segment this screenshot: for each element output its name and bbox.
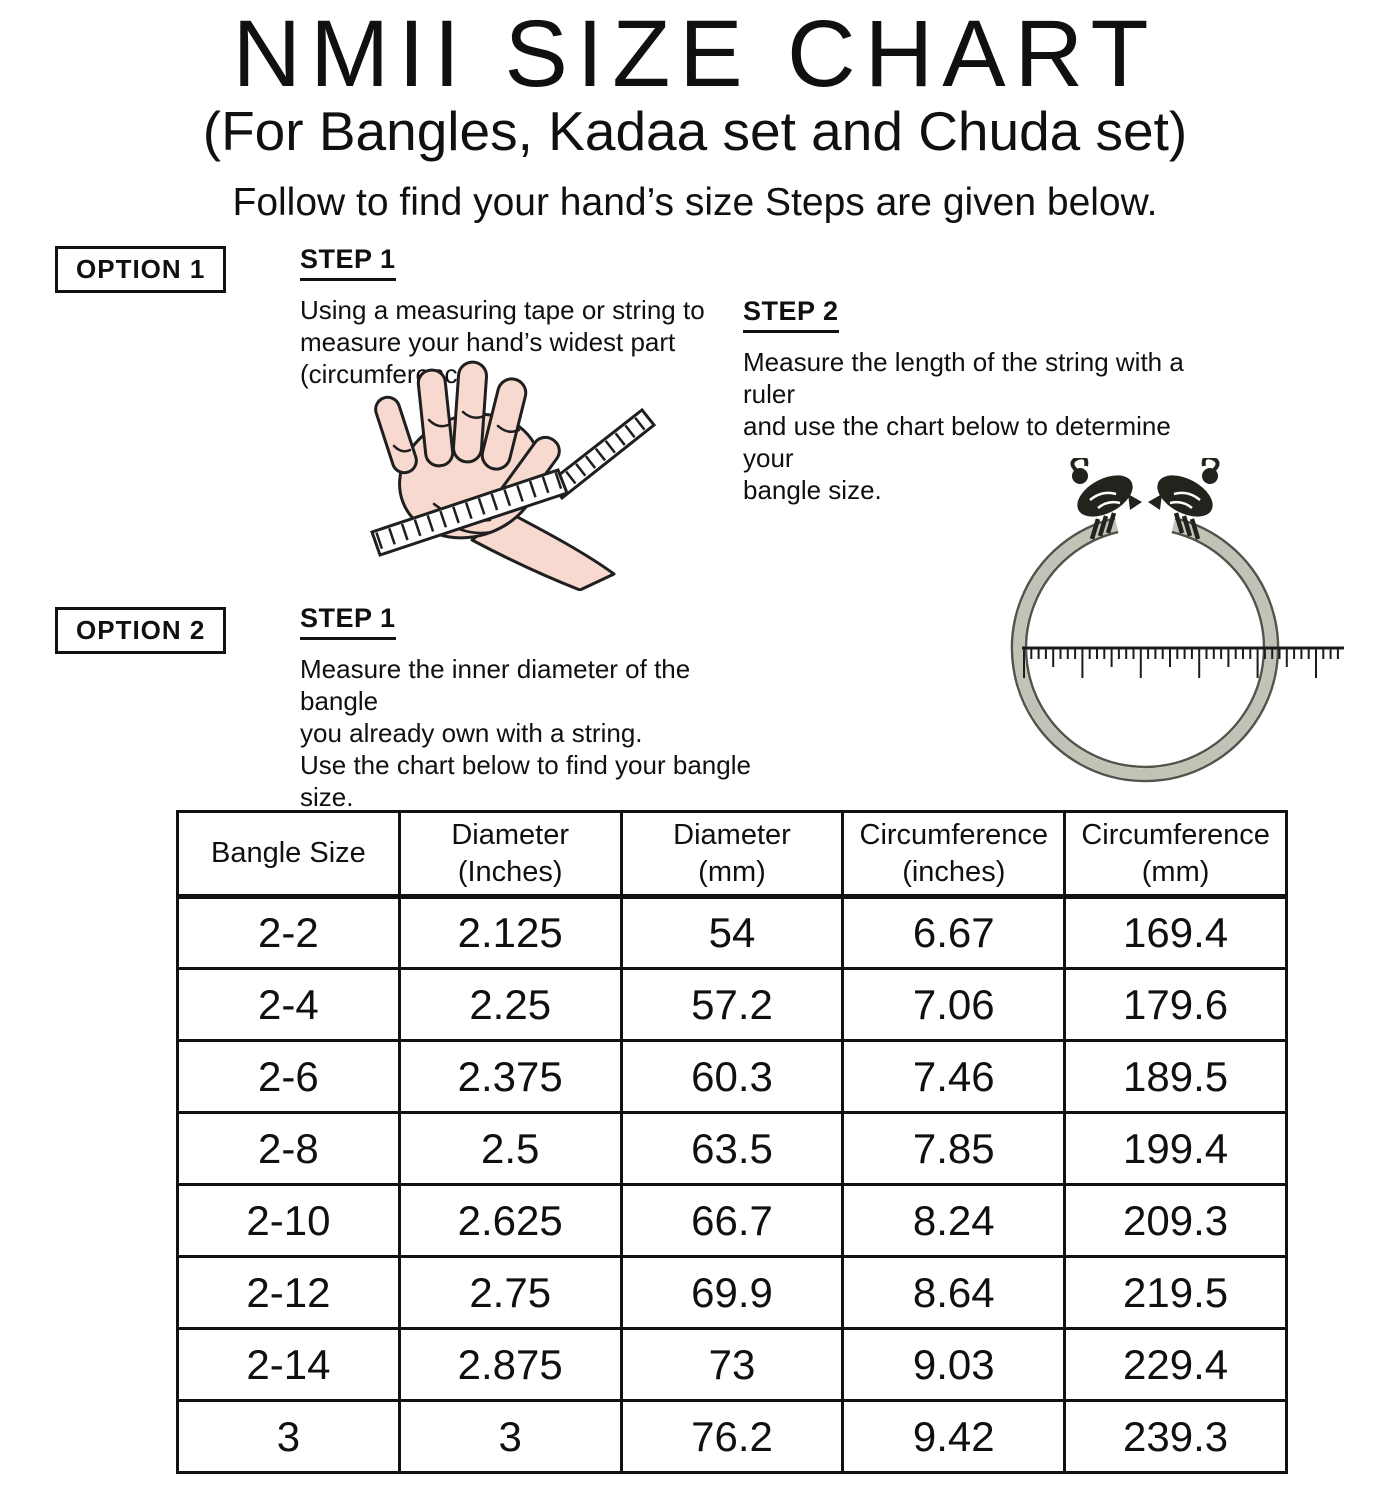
bangle-size-cell: 2-2 (176, 895, 401, 970)
table-cell: 69.9 (619, 1255, 845, 1330)
option1-label: OPTION 1 (76, 254, 206, 284)
bangle-ruler-illustration (1010, 458, 1344, 783)
table-cell: 179.6 (1063, 967, 1288, 1042)
diameter-mm-header: Diameter (mm) (619, 810, 845, 899)
option2-step1: STEP 1 Measure the inner diameter of the… (300, 603, 770, 813)
table-cell: 2.75 (397, 1255, 623, 1330)
size-table-body: 2-2 2.125 54 6.67 169.4 2-4 2.25 57.2 7.06 179.6 2… (176, 895, 1288, 1474)
table-cell: 76.2 (619, 1399, 845, 1474)
table-cell: 7.46 (841, 1039, 1067, 1114)
size-table: Bangle Size Diameter (Inches) Diameter (… (176, 810, 1288, 1474)
bangle-size-cell: 2-8 (176, 1111, 401, 1186)
table-cell: 73 (619, 1327, 845, 1402)
option1-step2: STEP 2 Measure the length of the string … (743, 296, 1223, 506)
table-cell: 229.4 (1063, 1327, 1288, 1402)
table-cell: 57.2 (619, 967, 845, 1042)
diameter-inches-header: Diameter (Inches) (397, 810, 623, 899)
measuring-tape-band (370, 468, 569, 557)
option1-step1-text: Using a measuring tape or string to meas… (300, 295, 705, 389)
table-row: 2-4 2.25 57.2 7.06 179.6 (176, 967, 1288, 1042)
table-cell: 2.25 (397, 967, 623, 1042)
table-cell: 63.5 (619, 1111, 845, 1186)
bangle-size-cell: 3 (176, 1399, 401, 1474)
table-row: 2-6 2.375 60.3 7.46 189.5 (176, 1039, 1288, 1114)
table-cell: 2.125 (397, 895, 623, 970)
table-cell: 60.3 (619, 1039, 845, 1114)
option1-step1-heading: STEP 1 (300, 244, 396, 281)
option2-step1-heading: STEP 1 (300, 603, 396, 640)
table-row: 2-14 2.875 73 9.03 229.4 (176, 1327, 1288, 1402)
bangle-size-header: Bangle Size (176, 810, 401, 899)
bangle-ornate-end (1070, 458, 1142, 540)
table-cell: 54 (619, 895, 845, 970)
table-cell: 239.3 (1063, 1399, 1288, 1474)
table-row: 2-12 2.75 69.9 8.64 219.5 (176, 1255, 1288, 1330)
bangle-size-cell: 2-12 (176, 1255, 401, 1330)
table-row: 3 3 76.2 9.42 239.3 (176, 1399, 1288, 1474)
bangle-size-cell: 2-10 (176, 1183, 401, 1258)
table-cell: 7.06 (841, 967, 1067, 1042)
page-tagline: Follow to find your hand’s size Steps ar… (232, 181, 1158, 224)
ruler (1022, 646, 1344, 678)
table-cell: 2.875 (397, 1327, 623, 1402)
table-cell: 2.625 (397, 1183, 623, 1258)
circumference-inches-header: Circumference (inches) (841, 810, 1067, 899)
option2-label: OPTION 2 (76, 615, 206, 645)
bangle-size-cell: 2-6 (176, 1039, 401, 1114)
ruler-ticks (1023, 648, 1339, 678)
table-cell: 9.03 (841, 1327, 1067, 1402)
table-cell: 209.3 (1063, 1183, 1288, 1258)
bangle-size-cell: 2-4 (176, 967, 401, 1042)
table-cell: 8.24 (841, 1183, 1067, 1258)
table-cell: 66.7 (619, 1183, 845, 1258)
table-cell: 8.64 (841, 1255, 1067, 1330)
option2-step1-text: Measure the inner diameter of the bangle… (300, 654, 751, 812)
hand-measuring-tape-illustration (370, 360, 657, 591)
table-cell: 7.85 (841, 1111, 1067, 1186)
option2-box: OPTION 2 (55, 607, 227, 654)
option1-step1: STEP 1 Using a measuring tape or string … (300, 244, 720, 390)
option1-step2-text: Measure the length of the string with a … (743, 347, 1184, 505)
page-subtitle: (For Bangles, Kadaa set and Chuda set) (202, 100, 1188, 162)
table-cell: 199.4 (1063, 1111, 1288, 1186)
circumference-mm-header: Circumference (mm) (1063, 810, 1288, 899)
table-row: 2-10 2.625 66.7 8.24 209.3 (176, 1183, 1288, 1258)
measuring-tape-tail (547, 407, 657, 501)
table-cell: 2.5 (397, 1111, 623, 1186)
table-cell: 189.5 (1063, 1039, 1288, 1114)
table-cell: 219.5 (1063, 1255, 1288, 1330)
table-cell: 2.375 (397, 1039, 623, 1114)
table-cell: 9.42 (841, 1399, 1067, 1474)
bangle-size-cell: 2-14 (176, 1327, 401, 1402)
table-cell: 3 (397, 1399, 623, 1474)
bangle-ring (1010, 517, 1280, 783)
option1-box: OPTION 1 (55, 246, 227, 293)
table-header-row: Bangle Size Diameter (Inches) Diameter (… (176, 810, 1288, 899)
option1-step2-heading: STEP 2 (743, 296, 839, 333)
table-cell: 6.67 (841, 895, 1067, 970)
table-row: 2-8 2.5 63.5 7.85 199.4 (176, 1111, 1288, 1186)
page-title: NMII SIZE CHART (232, 1, 1158, 107)
table-cell: 169.4 (1063, 895, 1288, 970)
table-row: 2-2 2.125 54 6.67 169.4 (176, 895, 1288, 970)
